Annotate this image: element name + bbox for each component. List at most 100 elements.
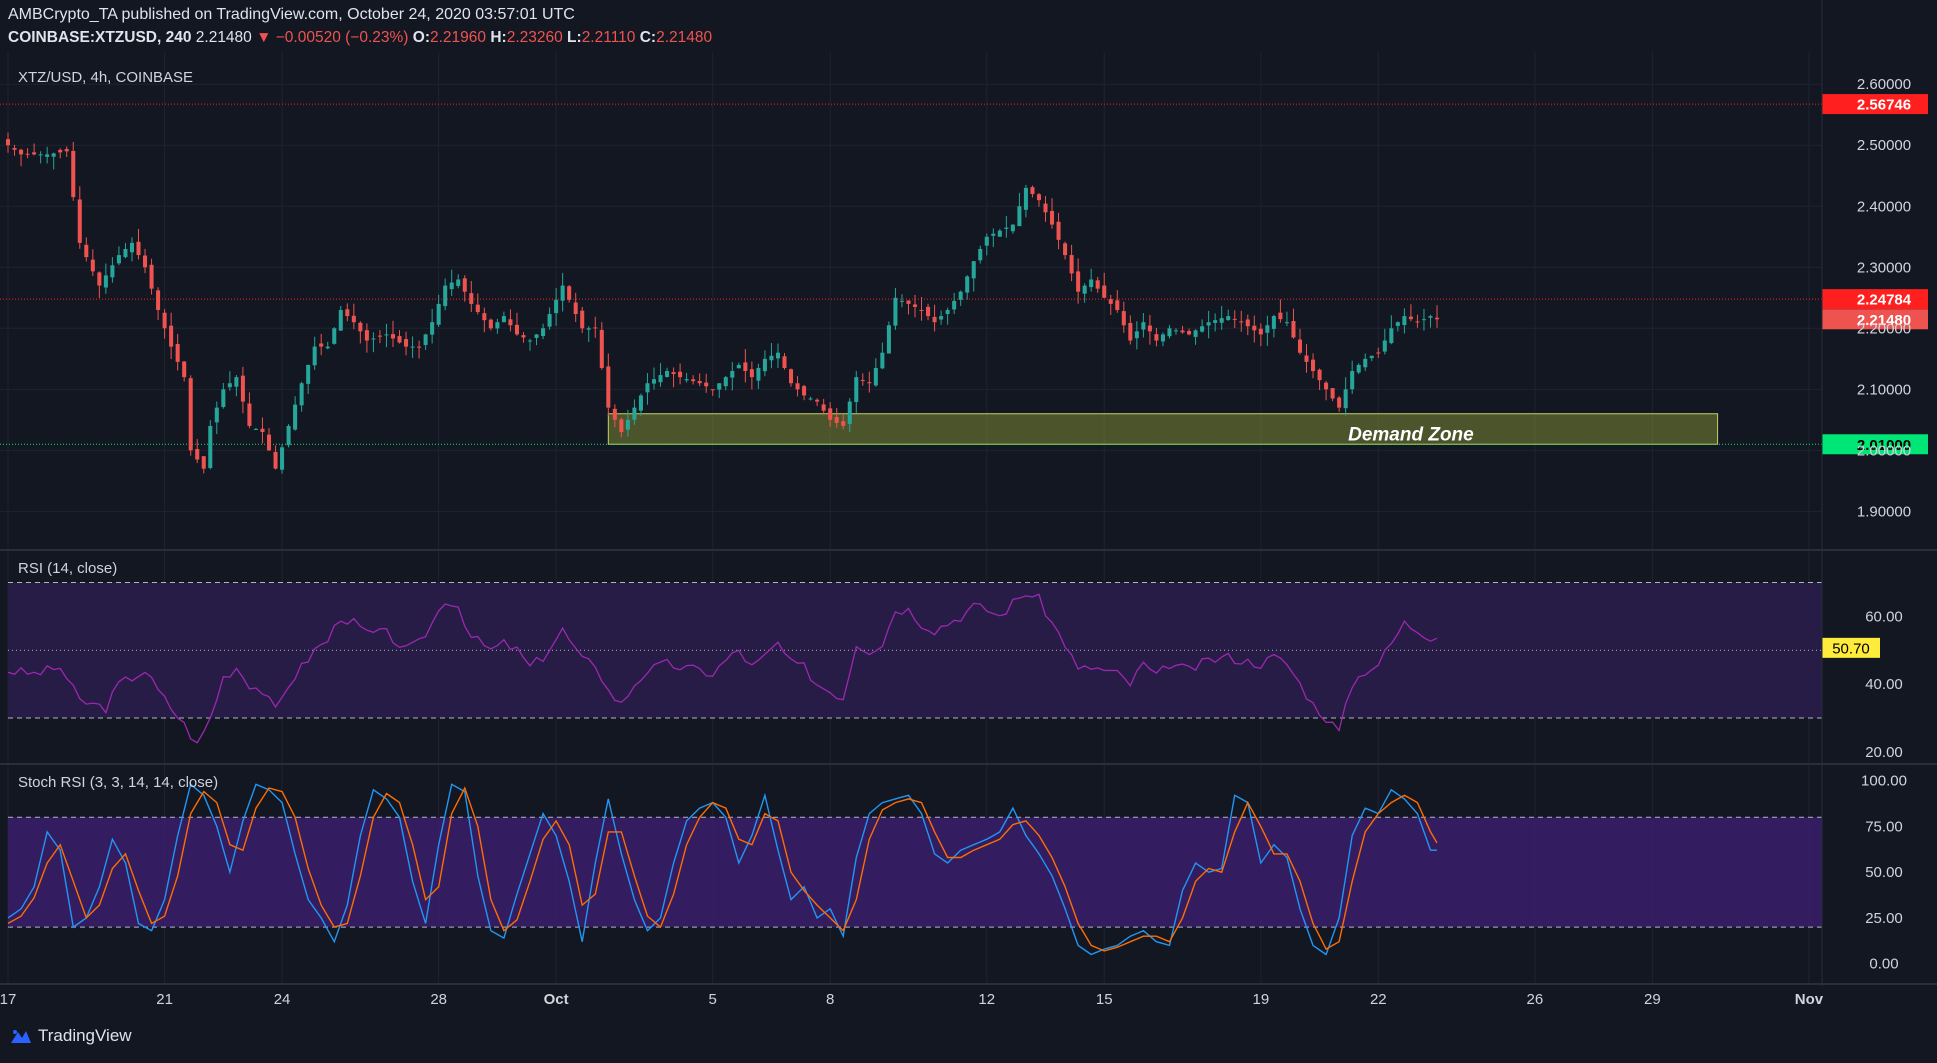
axis-labels: 17 21 24 28 Oct 5 8 12 15 19 22 26 29 Nov 2.60000 2.500…	[0, 69, 1911, 1008]
candle-body	[338, 310, 343, 331]
price-tick-label: 2.60000	[1857, 76, 1911, 93]
candle-body	[1350, 371, 1355, 390]
x-tick-label: 26	[1527, 991, 1544, 1008]
candle-body	[1147, 325, 1152, 332]
price-tick-label: 2.50000	[1857, 137, 1911, 154]
candle-body	[1408, 316, 1413, 320]
candle-body	[541, 328, 546, 337]
x-tick-label: Oct	[544, 991, 569, 1008]
price-tick-label: 2.20000	[1857, 320, 1911, 337]
candle-body	[684, 379, 689, 381]
candle-body	[214, 407, 219, 423]
candle-body	[749, 369, 754, 378]
candle-body	[90, 259, 95, 272]
candle-body	[991, 233, 996, 236]
x-tick-label: 29	[1644, 991, 1661, 1008]
candle-body	[312, 346, 317, 366]
candle-body	[867, 382, 872, 384]
candle-body	[651, 379, 657, 384]
candle-body	[1167, 328, 1172, 337]
candle-body	[1134, 331, 1139, 339]
candle-body	[717, 383, 722, 390]
candle-body	[1337, 397, 1342, 408]
candle-body	[1173, 330, 1179, 332]
candle-body	[495, 322, 500, 329]
candle-body	[436, 303, 441, 325]
candle-body	[319, 343, 324, 347]
candle-body	[1219, 318, 1224, 323]
candle-body	[1102, 285, 1107, 298]
price-level-lines: 2.56746 2.24784 2.21480 2.01000	[0, 94, 1928, 455]
candle-body	[886, 325, 891, 354]
candle-body	[32, 152, 37, 155]
stoch-tick-label: 0.00	[1869, 956, 1898, 973]
candle-body	[266, 434, 272, 451]
stoch-line-d	[7, 786, 1438, 952]
price-level-label: 2.56746	[1857, 97, 1911, 114]
stoch-line-k	[7, 783, 1437, 956]
candle-body	[527, 340, 533, 342]
candle-body	[1108, 299, 1113, 304]
candle-body	[123, 248, 128, 258]
candle-body	[1010, 224, 1015, 232]
candle-body	[612, 408, 617, 420]
candle-body	[899, 300, 904, 302]
candle-body	[12, 148, 17, 150]
tradingview-logo[interactable]: TradingView	[10, 1026, 132, 1046]
candle-body	[462, 278, 467, 292]
candle-body	[978, 248, 983, 261]
candle-body	[1063, 243, 1068, 256]
price-level-tag	[1822, 434, 1928, 455]
stoch-tick-label: 50.00	[1865, 864, 1903, 881]
candle-body	[815, 399, 820, 402]
candle-body	[1128, 322, 1133, 341]
rsi-tick-label: 60.00	[1865, 608, 1903, 625]
candle-body	[221, 389, 226, 408]
candle-body	[1297, 339, 1303, 353]
candle-body	[410, 346, 415, 348]
candle-body	[762, 358, 767, 372]
candle-body	[1082, 285, 1087, 294]
candle-body	[345, 309, 350, 317]
candle-body	[880, 352, 885, 369]
candle-body	[1317, 369, 1322, 381]
candle-body	[475, 304, 480, 313]
indicator-bands	[8, 581, 1822, 928]
candle-body	[371, 338, 376, 340]
symbol-name[interactable]: COINBASE:XTZUSD, 240	[8, 29, 192, 46]
candle-body	[678, 371, 683, 378]
price-tick-label: 2.00000	[1857, 442, 1911, 459]
candle-body	[1069, 255, 1074, 274]
candle-body	[860, 380, 865, 382]
candle-body	[788, 369, 794, 384]
candle-body	[1187, 331, 1192, 335]
candle-body	[521, 335, 526, 338]
candle-body	[1311, 359, 1316, 372]
candle-body	[377, 335, 382, 337]
rsi-series: 50.70	[7, 593, 1880, 744]
candle-body	[253, 429, 258, 430]
candle-body	[175, 343, 180, 362]
candle-body	[149, 264, 154, 289]
candle-body	[84, 244, 89, 258]
candle-body	[958, 291, 963, 300]
candle-body	[1245, 319, 1250, 327]
candle-body	[1271, 316, 1276, 329]
candle-body	[1415, 321, 1420, 323]
price-change: ▼ −0.00520 (−0.23%)	[256, 29, 409, 46]
candle-body	[1043, 203, 1048, 213]
close-label: C:	[639, 29, 657, 46]
candle-body	[469, 293, 474, 304]
stoch-tick-label: 25.00	[1865, 910, 1903, 927]
x-tick-label: 19	[1252, 991, 1269, 1008]
candle-body	[1252, 325, 1257, 331]
candle-body	[697, 381, 702, 384]
candle-body	[110, 265, 115, 278]
candle-body	[873, 367, 878, 386]
candle-body	[351, 315, 356, 323]
candle-body	[201, 456, 206, 469]
candle-body	[417, 346, 422, 348]
candle-body	[1023, 187, 1028, 210]
price-tick-label: 2.40000	[1857, 198, 1911, 215]
x-tick-label: 24	[274, 991, 291, 1008]
